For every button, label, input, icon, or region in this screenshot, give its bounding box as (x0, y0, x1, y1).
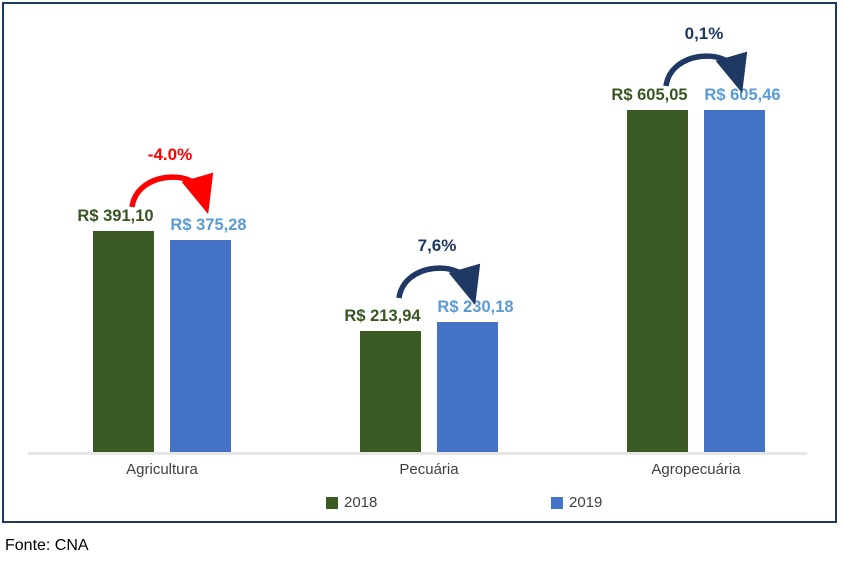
legend-label-2019: 2019 (569, 494, 603, 511)
bar-2018-agricultura (93, 231, 154, 452)
value-label-2018-agropecuária: R$ 605,05 (611, 86, 688, 104)
change-label-pecuária: 7,6% (417, 236, 457, 255)
legend-label-2018: 2018 (344, 494, 378, 511)
change-arrow-pecuária-icon (396, 263, 481, 306)
change-arrow-agricultura-icon (129, 172, 214, 215)
legend-item-2019: 2019 (551, 494, 602, 511)
bar-2018-agropecuária (627, 110, 688, 452)
change-label-agricultura: -4.0% (147, 145, 193, 164)
category-label-agricultura: Agricultura (126, 461, 198, 478)
change-label-agropecuária: 0,1% (684, 24, 724, 43)
legend-swatch-2019-icon (551, 496, 563, 509)
category-label-pecuária: Pecuária (399, 461, 459, 478)
change-arrow-agropecuária-icon (663, 51, 748, 94)
value-label-2018-pecuária: R$ 213,94 (344, 307, 421, 325)
bar-2019-agricultura (170, 240, 231, 452)
bar-2018-pecuária (360, 331, 421, 452)
category-label-agropecuária: Agropecuária (651, 461, 741, 478)
value-label-2019-agricultura: R$ 375,28 (170, 216, 247, 234)
legend-item-2018: 2018 (326, 494, 377, 511)
value-label-2018-agricultura: R$ 391,10 (77, 207, 154, 225)
legend-swatch-2018-icon (326, 496, 338, 509)
bar-2019-pecuária (437, 322, 498, 452)
bar-2019-agropecuária (704, 110, 765, 452)
x-axis-line (28, 452, 807, 455)
source-note: Fonte: CNA (5, 537, 89, 554)
